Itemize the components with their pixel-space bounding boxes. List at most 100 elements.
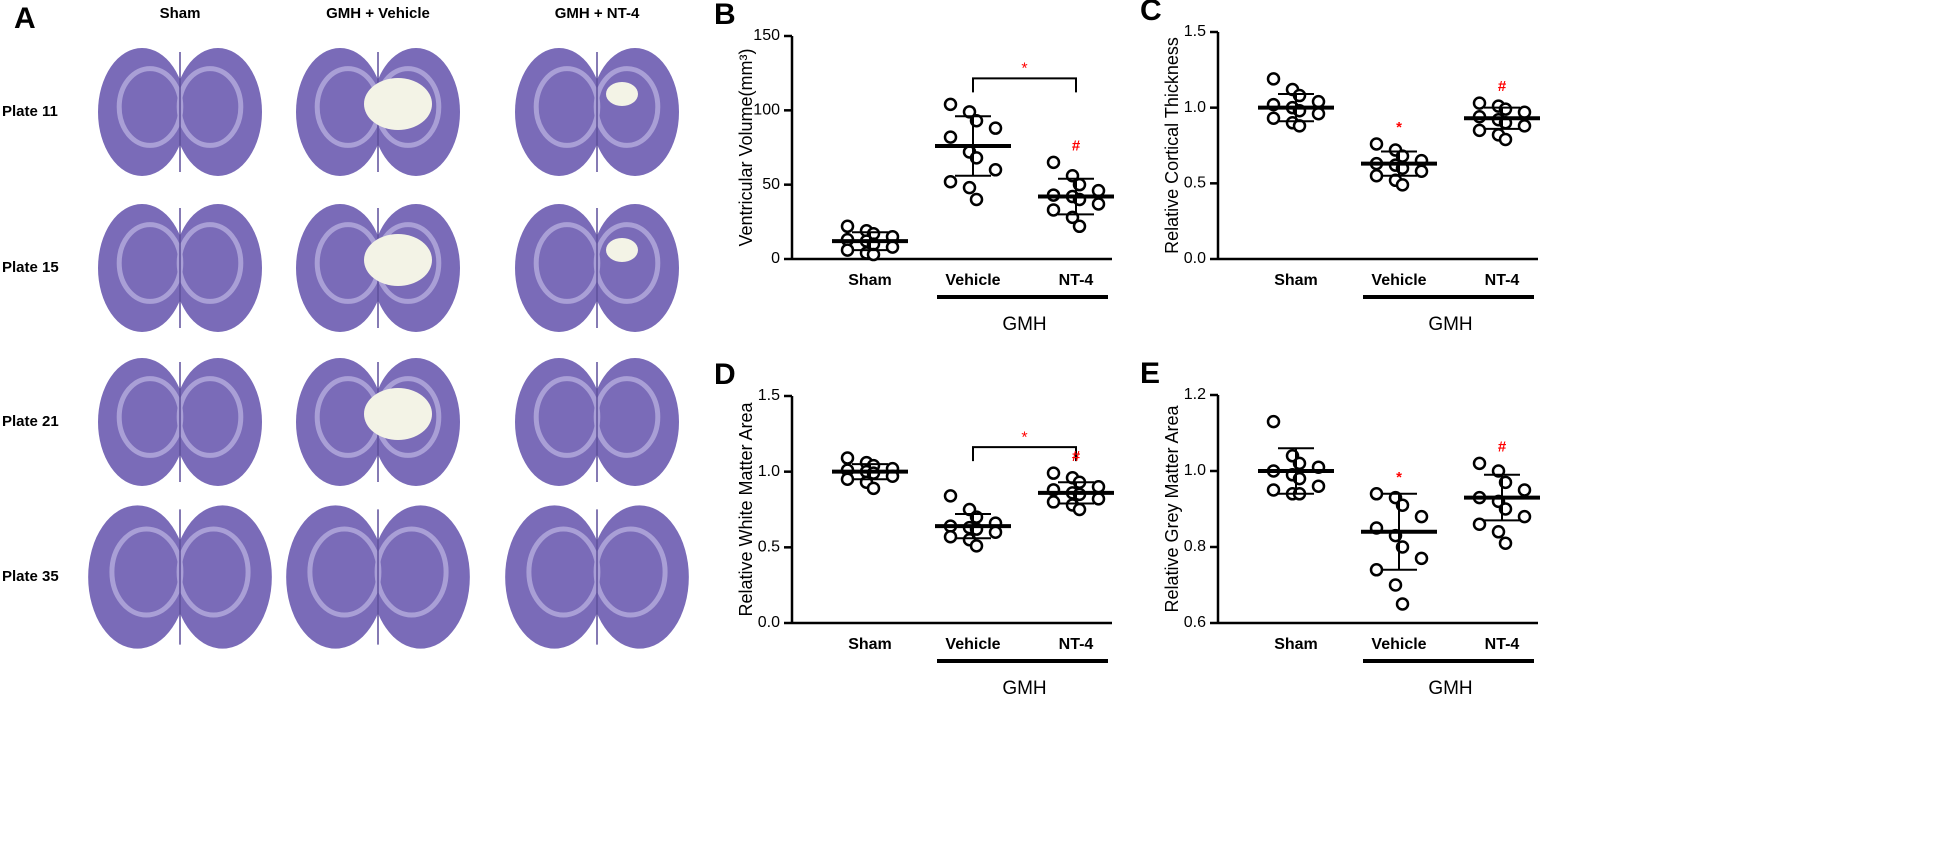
data-point — [1472, 96, 1487, 110]
x-tick-label: NT-4 — [1059, 272, 1094, 289]
data-point — [1414, 164, 1429, 178]
y-tick-label: 0.6 — [1184, 614, 1206, 631]
y-tick-label: 1.2 — [1184, 386, 1206, 403]
data-point — [1046, 203, 1061, 217]
brain-section — [296, 358, 460, 486]
x-tick-label: NT-4 — [1485, 272, 1520, 289]
data-point — [840, 243, 855, 257]
x-tick-label: Vehicle — [1371, 272, 1426, 289]
white-matter — [593, 526, 668, 618]
significance-bracket — [972, 77, 1077, 93]
y-axis-label: Relative White Matter Area — [736, 401, 756, 616]
data-point — [1072, 219, 1087, 234]
ventricle-cavity — [364, 388, 432, 440]
data-point — [1046, 495, 1061, 509]
hemisphere — [590, 505, 689, 649]
data-point — [1414, 551, 1429, 566]
brain-section — [515, 48, 679, 176]
ventricle-cavity — [606, 82, 638, 106]
group-label: GMH — [1002, 314, 1046, 335]
data-point — [1311, 479, 1326, 493]
x-tick-label: Sham — [1274, 636, 1318, 653]
data-point — [1517, 509, 1532, 524]
data-point — [1091, 183, 1106, 198]
data-point — [943, 529, 958, 544]
y-tick-label: 0.5 — [1184, 175, 1206, 192]
y-tick-label: 1.5 — [1184, 23, 1206, 40]
data-point — [1369, 487, 1384, 501]
panel-label: B — [714, 0, 736, 31]
y-tick-label: 1.0 — [1184, 462, 1206, 479]
data-point — [1498, 132, 1513, 147]
data-point — [943, 97, 958, 112]
data-point — [866, 247, 881, 262]
column-header: Sham — [160, 5, 201, 22]
data-point — [1266, 483, 1281, 497]
significance-marker: # — [1072, 448, 1081, 465]
significance-marker: # — [1072, 137, 1081, 154]
column-header: GMH + NT-4 — [555, 5, 640, 22]
data-point — [1266, 72, 1281, 86]
white-matter — [176, 66, 244, 148]
white-matter — [176, 222, 244, 304]
data-point — [1491, 464, 1506, 478]
hemisphere — [371, 505, 470, 649]
data-point — [840, 219, 855, 234]
row-label: Plate 21 — [2, 413, 59, 430]
white-matter — [593, 222, 661, 304]
data-point — [1414, 509, 1429, 524]
data-point — [1498, 536, 1513, 550]
y-axis-label: Relative Grey Matter Area — [1162, 404, 1182, 612]
data-point — [1369, 563, 1384, 577]
y-tick-label: 150 — [753, 27, 780, 44]
data-point — [1369, 137, 1384, 151]
group-label: GMH — [1428, 678, 1472, 699]
brain-section — [98, 48, 262, 176]
y-tick-label: 1.5 — [758, 387, 780, 404]
panel-label: C — [1140, 0, 1162, 27]
y-tick-label: 0.0 — [758, 614, 780, 631]
brain-section — [296, 204, 460, 332]
panel-label: D — [714, 358, 736, 391]
data-point — [1395, 597, 1410, 611]
data-point — [988, 163, 1003, 177]
brain-section — [296, 48, 460, 176]
y-tick-label: 0.5 — [758, 539, 780, 556]
data-point — [1266, 414, 1281, 429]
hemisphere — [88, 505, 187, 649]
data-point — [943, 174, 958, 189]
data-point — [885, 240, 900, 254]
data-point — [1091, 197, 1106, 211]
data-point — [1388, 578, 1403, 592]
data-point — [969, 192, 984, 207]
x-tick-label: Vehicle — [1371, 636, 1426, 653]
white-matter — [593, 376, 661, 458]
x-tick-label: NT-4 — [1059, 636, 1094, 653]
brain-section — [515, 358, 679, 486]
data-point — [1311, 106, 1326, 121]
data-point — [840, 451, 855, 465]
data-point — [1091, 480, 1106, 494]
data-point — [1311, 94, 1326, 109]
data-point — [840, 472, 855, 486]
significance-marker: * — [1021, 429, 1027, 446]
data-point — [1517, 105, 1532, 119]
data-point — [962, 105, 977, 119]
data-point — [969, 539, 984, 553]
x-tick-label: Sham — [848, 636, 892, 653]
column-header: GMH + Vehicle — [326, 5, 430, 22]
significance-marker: # — [1498, 438, 1507, 455]
y-tick-label: 1.0 — [1184, 99, 1206, 116]
brain-section — [515, 204, 679, 332]
y-axis-label: Relative Cortical Thickness — [1162, 37, 1182, 254]
data-point — [866, 481, 881, 496]
data-point — [943, 130, 958, 144]
y-tick-label: 1.0 — [758, 463, 780, 480]
significance-marker: # — [1498, 78, 1507, 95]
data-point — [1046, 155, 1061, 170]
y-tick-label: 50 — [762, 176, 780, 193]
brain-section — [505, 505, 689, 649]
brain-section — [286, 505, 470, 649]
data-point — [1266, 111, 1281, 126]
